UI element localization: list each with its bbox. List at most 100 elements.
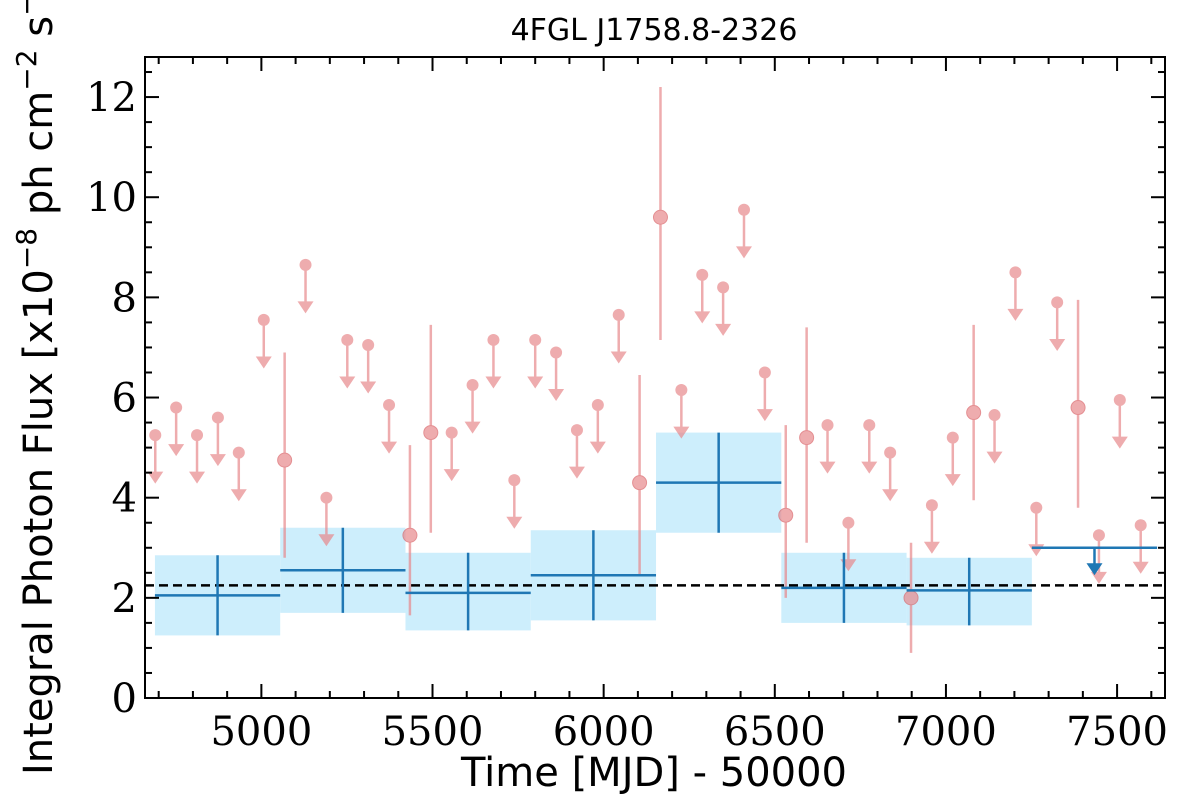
detection-marker xyxy=(652,209,668,225)
upper-limit-arrowhead xyxy=(715,323,732,336)
short-bin-detection xyxy=(1070,299,1086,508)
short-bin-upper-limit xyxy=(209,411,226,467)
long-bin-detection xyxy=(656,432,782,533)
upper-limit-marker xyxy=(1051,296,1064,309)
short-bin-upper-limit xyxy=(548,346,565,402)
y-tick-label: 2 xyxy=(112,576,137,622)
short-bin-upper-limit xyxy=(673,384,690,439)
x-tick-label: 6000 xyxy=(553,709,655,755)
short-bin-upper-limit xyxy=(318,491,335,547)
short-bin-upper-limit xyxy=(1049,296,1066,351)
detection-marker xyxy=(903,590,919,606)
upper-limit-arrowhead xyxy=(506,516,523,529)
upper-limit-marker xyxy=(946,431,959,444)
short-bin-detection xyxy=(966,324,982,501)
upper-limit-marker xyxy=(299,258,312,271)
upper-limit-marker xyxy=(445,426,458,439)
upper-limit-arrowhead xyxy=(819,461,836,474)
upper-limit-marker xyxy=(675,384,688,397)
detection-marker xyxy=(966,405,982,421)
upper-limit-marker xyxy=(191,429,204,442)
short-bin-upper-limit xyxy=(464,379,481,434)
short-bin-upper-limit xyxy=(819,419,836,474)
y-tick-labels: 0 2 4 6 8 10 12 xyxy=(86,75,137,722)
upper-limit-marker xyxy=(1030,501,1043,514)
upper-limit-marker xyxy=(1113,394,1126,407)
upper-limit-marker xyxy=(383,399,396,412)
short-bin-upper-limit xyxy=(694,268,711,324)
upper-limit-arrowhead xyxy=(548,389,565,402)
upper-limit-marker xyxy=(842,516,855,529)
long-bin-detection xyxy=(154,555,281,636)
upper-limit-marker xyxy=(466,379,479,392)
upper-limit-marker xyxy=(232,446,245,459)
upper-limit-marker xyxy=(717,281,730,294)
x-tick-label: 5500 xyxy=(382,709,484,755)
short-bin-upper-limit xyxy=(882,446,899,502)
upper-limit-arrowhead xyxy=(464,421,481,434)
y-tick-label: 8 xyxy=(112,275,137,321)
upper-limit-marker xyxy=(211,411,224,424)
upper-limit-marker xyxy=(925,499,938,512)
upper-limit-marker xyxy=(758,366,771,379)
short-bin-upper-limit xyxy=(443,426,460,482)
y-tick-label: 12 xyxy=(86,75,137,121)
x-tick-label: 6500 xyxy=(724,709,826,755)
upper-limit-marker xyxy=(362,338,375,351)
x-tick-label: 7000 xyxy=(895,709,997,755)
short-bin-detection xyxy=(423,324,439,533)
short-bin-upper-limit xyxy=(923,499,940,554)
short-bin-upper-limit xyxy=(861,419,878,474)
long-bin-upper-limit xyxy=(1031,546,1158,576)
upper-limit-arrowhead xyxy=(986,451,1003,464)
detection-marker xyxy=(423,425,439,441)
upper-limit-arrowhead xyxy=(882,489,899,502)
upper-limit-arrowhead xyxy=(1111,436,1128,449)
y-axis-label: Integral Photon Flux [x10−8 ph cm−2 s−1] xyxy=(10,0,62,775)
upper-limit-marker xyxy=(612,308,625,321)
short-bin-detection xyxy=(632,374,648,576)
x-tick-label: 7500 xyxy=(1066,709,1168,755)
upper-limit-arrowhead xyxy=(923,541,940,554)
upper-limit-arrowhead xyxy=(360,381,377,394)
upper-limit-arrowhead xyxy=(255,356,272,369)
short-bin-upper-limit xyxy=(1132,519,1149,574)
long-bin-detection xyxy=(781,552,907,623)
upper-limit-arrowhead xyxy=(944,474,961,487)
upper-limit-arrowhead xyxy=(230,489,247,502)
short-bin-detection xyxy=(799,327,815,543)
upper-limit-arrowhead xyxy=(189,471,206,484)
upper-limit-arrowhead xyxy=(1007,308,1024,321)
upper-limit-marker xyxy=(863,419,876,432)
upper-limit-arrowhead xyxy=(694,311,711,324)
long-bin-detection xyxy=(906,557,1032,626)
upper-limit-marker xyxy=(487,333,500,346)
upper-limit-marker xyxy=(737,203,750,216)
x-tick-label: 5000 xyxy=(210,709,312,755)
upper-limit-marker xyxy=(696,268,709,281)
long-bin-detection xyxy=(530,530,657,621)
upper-limit-arrowhead xyxy=(568,466,585,479)
upper-limit-marker xyxy=(257,313,270,326)
short-bin-upper-limit xyxy=(986,409,1003,464)
upper-limit-arrowhead xyxy=(168,444,185,457)
upper-limit-arrowhead xyxy=(1028,544,1045,557)
upper-limit-marker xyxy=(341,333,354,346)
long-bin-limit-arrowhead xyxy=(1086,563,1103,576)
long-bin-detection xyxy=(405,552,531,631)
short-bin-upper-limit xyxy=(168,401,185,457)
detection-marker xyxy=(277,452,293,468)
detection-marker xyxy=(1070,400,1086,416)
upper-limit-arrowhead xyxy=(318,534,335,547)
upper-limit-arrowhead xyxy=(485,376,502,389)
short-bin-upper-limit xyxy=(506,474,523,529)
plot-frame xyxy=(144,56,1166,699)
detection-marker xyxy=(778,507,794,523)
upper-limit-arrowhead xyxy=(610,351,627,364)
upper-limit-arrowhead xyxy=(673,426,690,439)
chart-title: 4FGL J1758.8-2326 xyxy=(511,13,798,48)
short-bin-upper-limit xyxy=(1007,266,1024,321)
short-bin-detection xyxy=(402,445,418,616)
upper-limit-marker xyxy=(988,409,1001,422)
